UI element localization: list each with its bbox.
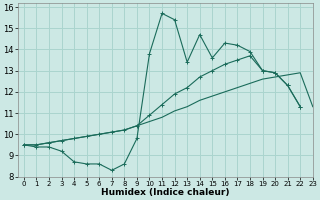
X-axis label: Humidex (Indice chaleur): Humidex (Indice chaleur) (101, 188, 229, 197)
